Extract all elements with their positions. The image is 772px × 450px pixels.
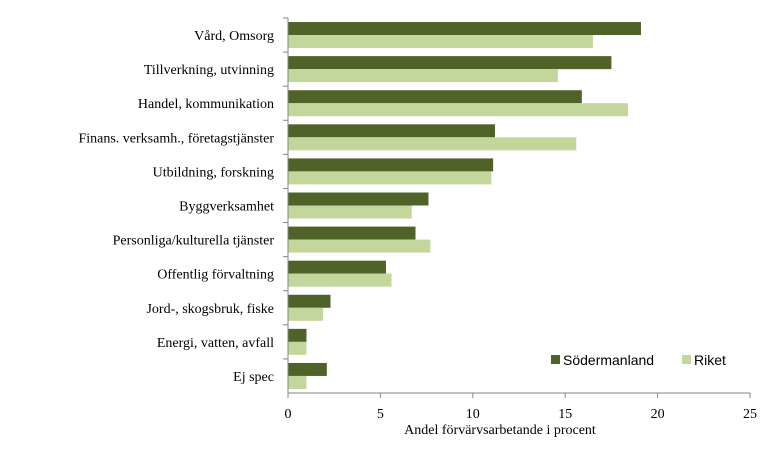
bar-sodermanland-personliga-kulturella-tjanster [288,226,416,240]
bars-group [288,22,641,389]
bar-riket-offentlig-forvaltning [288,273,392,287]
legend-label-sodermanland: Södermanland [563,352,654,368]
x-tick-label: 25 [743,407,757,422]
bar-sodermanland-jord-skogsbruk-fiske [288,294,331,308]
x-axis-ticks: 0 5 10 15 20 25 [285,393,757,422]
bar-sodermanland-vard-omsorg [288,22,641,36]
category-label-energi-vatten-avfall: Energi, vatten, avfall [157,336,274,351]
category-label-personliga-kulturella-tjanster: Personliga/kulturella tjänster [113,234,275,249]
bar-riket-utbildning-forskning [288,171,492,185]
bar-sodermanland-utbildning-forskning [288,158,494,172]
x-axis-title: Andel förvärvsarbetande i procent [404,423,596,438]
legend-swatch-riket [682,355,691,364]
x-tick-label: 5 [377,407,384,422]
bar-riket-byggverksamhet [288,205,412,219]
bar-riket-ej-spec [288,375,307,389]
category-label-ej-spec: Ej spec [233,370,274,385]
x-tick-label: 0 [285,407,292,422]
bar-riket-personliga-kulturella-tjanster [288,239,431,253]
bar-sodermanland-ej-spec [288,362,327,376]
bar-sodermanland-byggverksamhet [288,192,429,206]
bar-riket-jord-skogsbruk-fiske [288,307,324,321]
x-tick-label: 10 [466,407,480,422]
bar-sodermanland-energi-vatten-avfall [288,328,307,342]
legend: Södermanland Riket [551,352,726,368]
legend-label-riket: Riket [694,352,726,368]
category-label-offentlig-forvaltning: Offentlig förvaltning [157,268,274,283]
category-label-byggverksamhet: Byggverksamhet [179,200,274,215]
bar-riket-tillverkning-utvinning [288,69,558,83]
category-label-handel-kommunikation: Handel, kommunikation [138,97,274,112]
bar-sodermanland-finans-verksamh-foretagstjanster [288,124,495,138]
bar-sodermanland-handel-kommunikation [288,90,582,104]
category-label-finans-verksamh-foretagstjanster: Finans. verksamh., företagstjänster [78,131,274,146]
bar-sodermanland-offentlig-forvaltning [288,260,386,274]
category-label-vard-omsorg: Vård, Omsorg [194,29,274,44]
bar-riket-vard-omsorg [288,35,593,49]
bar-riket-energi-vatten-avfall [288,341,307,355]
category-label-utbildning-forskning: Utbildning, forskning [153,165,274,180]
category-label-tillverkning-utvinning: Tillverkning, utvinning [144,63,274,78]
category-label-jord-skogsbruk-fiske: Jord-, skogsbruk, fiske [146,302,274,317]
bar-sodermanland-tillverkning-utvinning [288,56,612,70]
bar-riket-finans-verksamh-foretagstjanster [288,137,577,151]
legend-swatch-sodermanland [551,355,560,364]
x-tick-label: 20 [651,407,665,422]
category-labels: Vård, Omsorg Tillverkning, utvinning Hande… [78,17,288,385]
bar-riket-handel-kommunikation [288,103,629,117]
x-tick-label: 15 [558,407,572,422]
